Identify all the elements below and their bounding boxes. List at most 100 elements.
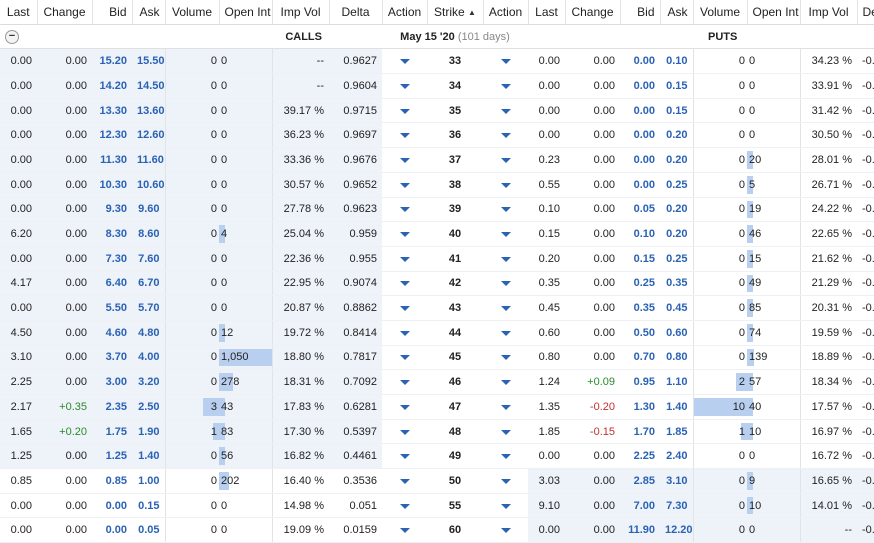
call-action-button[interactable] <box>382 443 427 470</box>
call-action-button[interactable] <box>382 172 427 198</box>
col-header-put-imp-vol[interactable]: Imp Vol <box>800 0 858 25</box>
col-header-call-imp-vol[interactable]: Imp Vol <box>272 0 330 25</box>
chevron-down-icon[interactable] <box>500 528 511 534</box>
col-header-put-bid[interactable]: Bid <box>620 0 661 25</box>
option-row[interactable]: 0.00 0.00 0.00 0.15 0 0 14.98 % 0.051 55 9.10 0.00… <box>0 493 874 519</box>
option-row[interactable]: 1.65 +0.20 1.75 1.90 1 83 17.30 % 0.5397 48 1.85-… <box>0 419 874 445</box>
chevron-down-icon[interactable] <box>399 133 410 139</box>
chevron-down-icon[interactable] <box>399 281 410 287</box>
call-action-button[interactable] <box>382 48 427 75</box>
call-action-button[interactable] <box>382 271 427 297</box>
call-action-button[interactable] <box>382 295 427 321</box>
chevron-down-icon[interactable] <box>500 281 511 287</box>
option-row[interactable]: 0.00 0.00 11.30 11.60 0 0 33.36 % 0.9676 37 0.23 0… <box>0 147 874 173</box>
chevron-down-icon[interactable] <box>500 454 511 460</box>
chevron-down-icon[interactable] <box>500 83 511 89</box>
chevron-down-icon[interactable] <box>500 207 511 213</box>
put-action-button[interactable] <box>483 468 528 494</box>
chevron-down-icon[interactable] <box>500 133 511 139</box>
call-action-button[interactable] <box>382 221 427 247</box>
call-action-button[interactable] <box>382 197 427 223</box>
option-row[interactable]: 0.00 0.00 9.30 9.60 0 0 27.78 % 0.9623 39 0.10 0.0… <box>0 197 874 223</box>
put-action-button[interactable] <box>483 122 528 149</box>
col-header-put-change[interactable]: Change <box>565 0 621 25</box>
chevron-down-icon[interactable] <box>399 232 410 238</box>
option-row[interactable]: 1.25 0.00 1.25 1.40 0 56 16.82 % 0.4461 49 0.00 0.… <box>0 443 874 470</box>
chevron-down-icon[interactable] <box>399 157 410 163</box>
chevron-down-icon[interactable] <box>399 478 410 484</box>
chevron-down-icon[interactable] <box>500 503 511 509</box>
expiry-label[interactable]: May 15 '20 (101 days) <box>382 24 528 50</box>
chevron-down-icon[interactable] <box>399 108 410 114</box>
option-row[interactable]: 4.50 0.00 4.60 4.80 0 12 19.72 % 0.8414 44 0.60 0.… <box>0 320 874 346</box>
chevron-down-icon[interactable] <box>500 306 511 312</box>
call-action-button[interactable] <box>382 147 427 173</box>
put-action-button[interactable] <box>483 147 528 173</box>
put-action-button[interactable] <box>483 295 528 321</box>
put-action-button[interactable] <box>483 419 528 445</box>
chevron-down-icon[interactable] <box>500 256 511 262</box>
put-action-button[interactable] <box>483 345 528 371</box>
put-action-button[interactable] <box>483 369 528 395</box>
chevron-down-icon[interactable] <box>500 108 511 114</box>
put-action-button[interactable] <box>483 517 528 543</box>
option-row[interactable]: 0.00 0.00 12.30 12.60 0 0 36.23 % 0.9697 36 0.00 0… <box>0 122 874 149</box>
put-action-button[interactable] <box>483 320 528 346</box>
chevron-down-icon[interactable] <box>399 355 410 361</box>
option-row[interactable]: 6.20 0.00 8.30 8.60 0 4 25.04 % 0.959 40 0.15 0.00… <box>0 221 874 247</box>
col-header-strike[interactable]: Strike ▲ <box>427 0 484 25</box>
call-action-button[interactable] <box>382 246 427 272</box>
col-header-call-open-int[interactable]: Open Int <box>219 0 273 25</box>
put-action-button[interactable] <box>483 394 528 420</box>
chevron-down-icon[interactable] <box>500 355 511 361</box>
chevron-down-icon[interactable] <box>500 429 511 435</box>
chevron-down-icon[interactable] <box>399 503 410 509</box>
put-action-button[interactable] <box>483 197 528 223</box>
col-header-put-delta[interactable]: Delta <box>857 0 874 25</box>
call-action-button[interactable] <box>382 394 427 420</box>
collapse-icon[interactable]: − <box>5 29 19 44</box>
call-action-button[interactable] <box>382 468 427 494</box>
option-row[interactable]: 0.00 0.00 0.00 0.05 0 0 19.09 % 0.0159 60 0.00 0.0… <box>0 517 874 543</box>
put-action-button[interactable] <box>483 221 528 247</box>
col-header-put-last[interactable]: Last <box>528 0 566 25</box>
chevron-down-icon[interactable] <box>500 232 511 238</box>
col-header-call-ask[interactable]: Ask <box>132 0 166 25</box>
put-action-button[interactable] <box>483 48 528 75</box>
chevron-down-icon[interactable] <box>399 59 410 65</box>
put-action-button[interactable] <box>483 246 528 272</box>
call-action-button[interactable] <box>382 122 427 149</box>
option-row[interactable]: 2.25 0.00 3.00 3.20 0 278 18.31 % 0.7092 46 1.24 +… <box>0 369 874 395</box>
col-header-call-delta[interactable]: Delta <box>329 0 383 25</box>
call-action-button[interactable] <box>382 419 427 445</box>
col-header-put-volume[interactable]: Volume <box>693 0 748 25</box>
col-header-put-open-int[interactable]: Open Int <box>747 0 801 25</box>
chevron-down-icon[interactable] <box>500 59 511 65</box>
chevron-down-icon[interactable] <box>399 207 410 213</box>
chevron-down-icon[interactable] <box>399 330 410 336</box>
call-action-button[interactable] <box>382 320 427 346</box>
chevron-down-icon[interactable] <box>500 157 511 163</box>
option-row[interactable]: 3.10 0.00 3.70 4.00 0 1,050 18.80 % 0.7817 45 0.8… <box>0 345 874 371</box>
option-row[interactable]: 0.00 0.00 13.30 13.60 0 0 39.17 % 0.9715 35 0.00 0… <box>0 98 874 124</box>
call-action-button[interactable] <box>382 98 427 124</box>
option-row[interactable]: 0.00 0.00 15.20 15.50 0 0 -- 0.9627 33 0.00 0.00 0.… <box>0 48 874 75</box>
put-action-button[interactable] <box>483 271 528 297</box>
call-action-button[interactable] <box>382 73 427 99</box>
put-action-button[interactable] <box>483 493 528 519</box>
col-header-put-ask[interactable]: Ask <box>660 0 694 25</box>
col-header-call-last[interactable]: Last <box>0 0 38 25</box>
chevron-down-icon[interactable] <box>399 429 410 435</box>
chevron-down-icon[interactable] <box>500 478 511 484</box>
option-row[interactable]: 2.17 +0.35 2.35 2.50 3 43 17.83 % 0.6281 47 1.35-… <box>0 394 874 420</box>
put-action-button[interactable] <box>483 172 528 198</box>
option-row[interactable]: 4.17 0.00 6.40 6.70 0 0 22.95 % 0.9074 42 0.35 0.0… <box>0 271 874 297</box>
put-action-button[interactable] <box>483 98 528 124</box>
put-action-button[interactable] <box>483 443 528 470</box>
option-row[interactable]: 0.85 0.00 0.85 1.00 0 202 16.40 % 0.3536 50 3.03 0… <box>0 468 874 494</box>
chevron-down-icon[interactable] <box>399 83 410 89</box>
call-action-button[interactable] <box>382 517 427 543</box>
chevron-down-icon[interactable] <box>399 528 410 534</box>
option-row[interactable]: 0.00 0.00 10.30 10.60 0 0 30.57 % 0.9652 38 0.55 0… <box>0 172 874 198</box>
chevron-down-icon[interactable] <box>399 256 410 262</box>
